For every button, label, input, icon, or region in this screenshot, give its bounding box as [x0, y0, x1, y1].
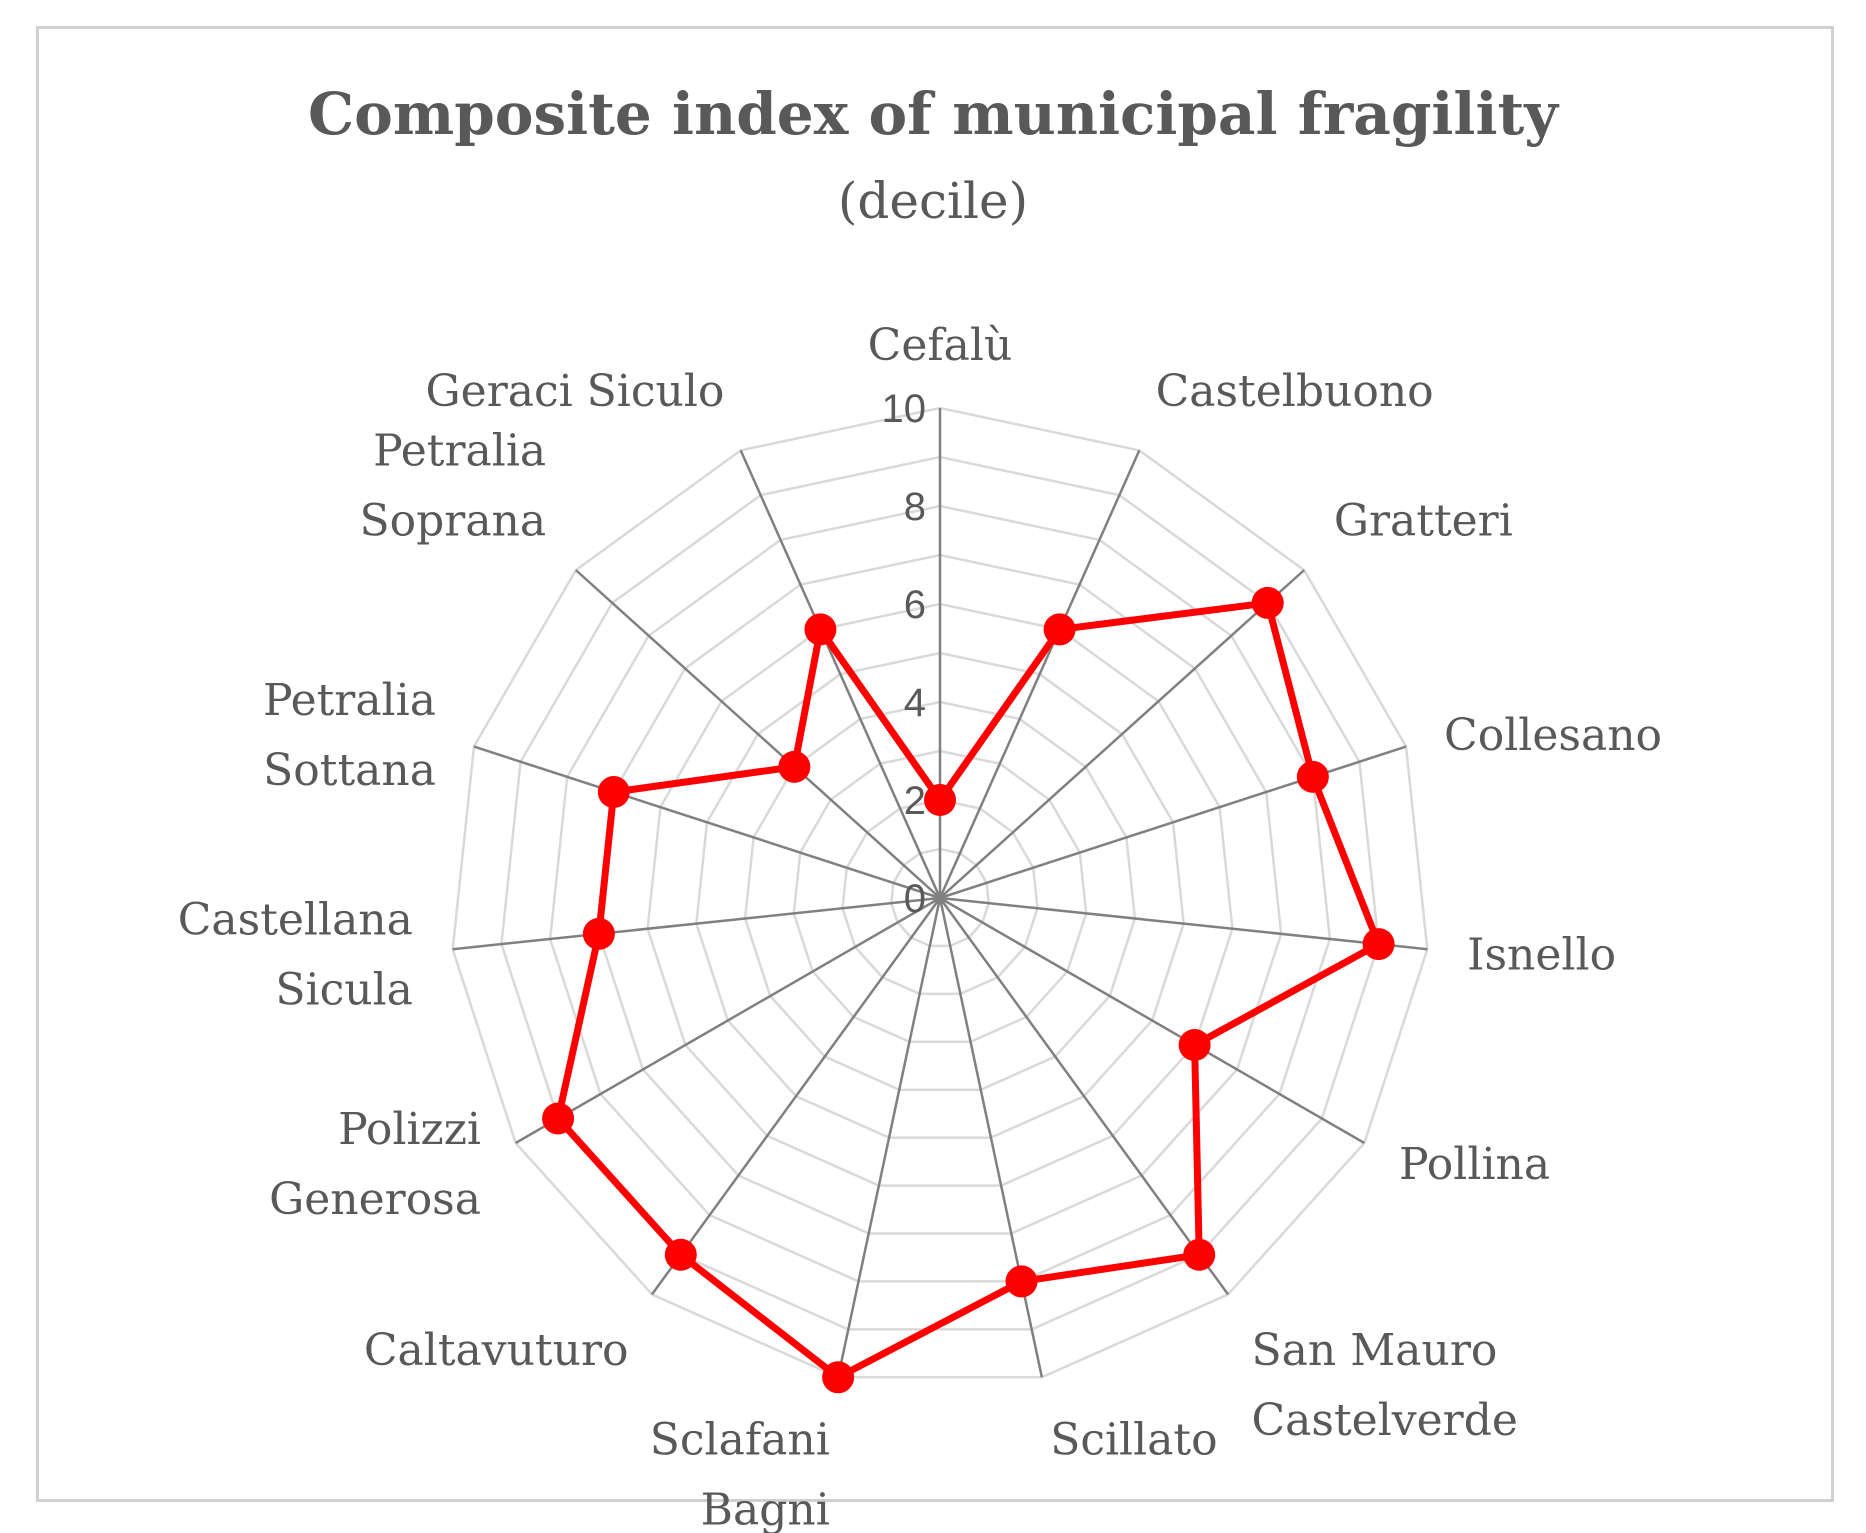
data-point	[1362, 928, 1395, 961]
axis-spoke	[939, 896, 1428, 951]
axis-spoke	[515, 896, 941, 1145]
category-label-line: Scillato	[1050, 1414, 1217, 1465]
axis-spoke	[739, 449, 942, 899]
axis-spoke	[938, 897, 1044, 1378]
tick-label: 4	[904, 681, 926, 725]
category-label: Geraci Siculo	[426, 366, 725, 417]
category-label: Petralia Soprana	[359, 425, 546, 546]
category-label: Pollina	[1399, 1139, 1550, 1190]
label-layer: Cefalù Castelbuono Gratteri Collesano Isnell…	[178, 320, 1662, 1533]
category-label: Scillato	[1050, 1414, 1217, 1465]
chart-title: Composite index of municipal fragility	[308, 80, 1558, 148]
data-point	[1005, 1265, 1038, 1298]
category-label-line: Castelbuono	[1156, 366, 1434, 417]
data-point	[1178, 1029, 1211, 1061]
grid-ring	[500, 455, 1380, 1331]
data-point	[1296, 760, 1329, 793]
axis-spoke	[938, 897, 1230, 1296]
data-point	[822, 1361, 855, 1394]
tick-label: 8	[904, 485, 926, 529]
category-label-line: Sicula	[275, 964, 413, 1015]
axis-spoke	[575, 569, 941, 899]
tick-label: 10	[882, 387, 927, 431]
axis-spoke	[939, 569, 1305, 899]
tick-label: 0	[904, 877, 926, 921]
data-point	[1251, 586, 1284, 619]
category-label: Polizzi Generosa	[269, 1104, 481, 1225]
category-label-line: Polizzi	[338, 1104, 481, 1155]
category-label-line: Pollina	[1399, 1139, 1550, 1190]
category-label: San Mauro Castelverde	[1252, 1325, 1518, 1446]
category-label-line: Caltavuturo	[364, 1325, 629, 1376]
category-label-line: Sottana	[263, 745, 436, 796]
data-point	[804, 613, 837, 646]
category-label: Collesano	[1444, 710, 1662, 761]
axis-spoke	[939, 896, 1365, 1145]
data-point	[597, 776, 630, 809]
category-label-line: Cefalù	[868, 320, 1013, 371]
category-label-line: Isnello	[1467, 929, 1616, 980]
category-label-line: Sclafani	[650, 1414, 830, 1465]
series-line	[554, 599, 1383, 1381]
category-label: Cefalù	[868, 320, 1013, 371]
axis-spoke	[836, 897, 942, 1378]
data-point	[1183, 1238, 1216, 1271]
category-label: Caltavuturo	[364, 1325, 629, 1376]
category-label: Petralia Sottana	[263, 675, 436, 796]
category-label: Castelbuono	[1156, 366, 1434, 417]
category-label-line: Castellana	[178, 894, 413, 945]
axis-spoke	[452, 896, 941, 951]
category-label: Castellana Sicula	[178, 894, 413, 1015]
tick-label: 2	[904, 779, 926, 823]
grid-ring	[841, 798, 1039, 996]
data-point	[778, 750, 811, 783]
data-point	[1043, 613, 1076, 646]
tick-layer: 0 2 4 6 8 10	[882, 387, 927, 921]
category-label-line: Gratteri	[1334, 495, 1513, 546]
grid-ring	[646, 602, 1234, 1187]
axis-spoke	[650, 897, 942, 1296]
grid-ring	[548, 504, 1332, 1283]
axis-spoke	[939, 745, 1407, 900]
chart-frame	[36, 26, 1834, 1502]
category-label-line: Generosa	[269, 1174, 481, 1225]
grid-ring	[792, 749, 1088, 1044]
grid-ring	[889, 847, 991, 948]
category-label-line: Collesano	[1444, 710, 1662, 761]
category-label: Gratteri	[1334, 495, 1513, 546]
data-point	[582, 917, 615, 950]
category-label-line: Petralia	[373, 425, 546, 476]
category-label-line: Soprana	[359, 495, 546, 546]
chart-subtitle: (decile)	[837, 172, 1029, 230]
axis-spoke	[473, 745, 941, 900]
spoke-layer	[452, 408, 1428, 1378]
category-label-line: Castelverde	[1252, 1395, 1518, 1446]
tick-label: 6	[904, 583, 926, 627]
grid-layer	[451, 406, 1429, 1379]
grid-ring	[743, 700, 1137, 1091]
data-point	[664, 1238, 697, 1271]
grid-ring	[451, 406, 1429, 1379]
category-label: Isnello	[1467, 929, 1616, 980]
axis-spoke	[938, 449, 1141, 899]
category-label-line: Geraci Siculo	[426, 366, 725, 417]
category-label-line: Bagni	[701, 1484, 830, 1533]
category-label-line: San Mauro	[1252, 1325, 1498, 1376]
data-point	[924, 784, 956, 816]
grid-ring	[597, 553, 1283, 1235]
category-label: Sclafani Bagni	[650, 1414, 830, 1533]
series-layer	[542, 586, 1395, 1394]
category-label-line: Petralia	[263, 675, 436, 726]
data-point	[542, 1102, 575, 1135]
